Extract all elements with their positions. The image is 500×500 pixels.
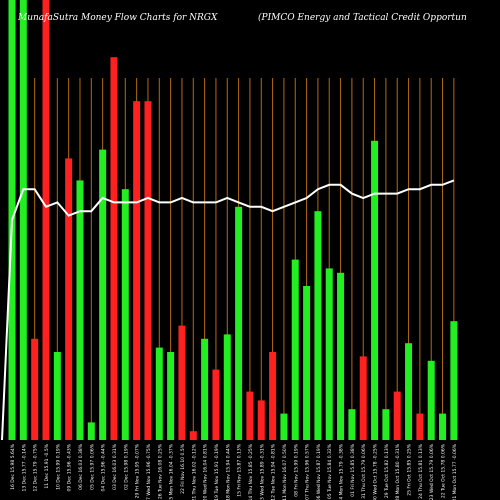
bar-35 (405, 343, 413, 440)
bar-21 (246, 391, 254, 440)
bar-32 (371, 140, 379, 441)
bar-13 (155, 347, 163, 440)
x-tick-label: 25 Fri Oct 15.85 0.25% (407, 443, 413, 495)
x-tick-label: 07 Thu Nov 15.96 0.57% (305, 443, 311, 500)
bar-16 (189, 431, 197, 440)
x-tick-label: 22 Tue Oct 15.78 0.06% (441, 443, 447, 498)
x-tick-label: 05 Dec 15.97 0.06% (89, 443, 95, 490)
x-tick-label: 31 Thu Oct 15.79 0.06% (361, 443, 367, 499)
x-tick-label: 11 Dec 15.91 -0.5% (44, 443, 50, 488)
bar-38 (439, 413, 447, 440)
x-tick-label: 16 Dec 15.98 5.64% (10, 443, 16, 490)
x-tick-label: 20 Wed Nov 16.04 0.81% (203, 443, 209, 500)
x-tick-label: 18 Mon Nov 15.94 0.44% (225, 443, 231, 500)
x-tick-label: 30 Wed Oct 15.78 -0.25% (373, 443, 379, 500)
bar-20 (235, 206, 243, 440)
x-tick-label: 21 Thu Nov 16.02 -0.12% (191, 443, 197, 500)
bar-33 (382, 409, 390, 440)
bar-3 (42, 0, 50, 440)
x-tick-label: 15 Fri Nov 15.87 0.13% (237, 443, 243, 496)
bar-19 (223, 334, 231, 440)
bar-1 (19, 0, 27, 440)
x-tick-label: 24 Thu Oct 15.81 0.13% (418, 443, 424, 499)
bar-26 (303, 286, 311, 440)
x-tick-label: 05 Tue Nov 15.84 0.32% (327, 443, 333, 499)
x-tick-label: 11 Mon Nov 16.07 0.50% (282, 443, 288, 500)
bar-10 (121, 189, 129, 440)
x-tick-label: 02 Dec 15.98 0.19% (123, 443, 129, 490)
x-tick-label: 04 Mon Nov 15.79 -0.38% (339, 443, 345, 500)
x-tick-label: 04 Dec 15.96 -0.44% (101, 443, 107, 491)
x-tick-label: 06 Wed Nov 15.87 0.19% (316, 443, 322, 500)
bar-25 (291, 259, 299, 440)
bar-14 (167, 352, 175, 440)
bar-15 (178, 325, 186, 440)
x-tick-label: 12 Tue Nov 15.94 -0.81% (271, 443, 277, 500)
chart-subtitle: (PIMCO Energy and Tactical Credit Opport… (258, 13, 467, 23)
money-flow-bars (8, 0, 458, 441)
bar-28 (325, 268, 333, 440)
x-tick-label: 14 Thu Nov 15.85 -0.25% (248, 443, 254, 500)
bar-24 (280, 413, 288, 440)
x-tick-label: 08 Fri Nov 15.99 0.19% (293, 443, 299, 496)
x-axis-labels: 16 Dec 15.98 5.64% 13 Dec 15.77 -0.14% 12 … (10, 443, 458, 500)
x-tick-label: 29 Fri Nov 15.95 -0.07% (135, 443, 141, 498)
x-tick-label: 28 Mon Oct 15.80 -0.31% (395, 443, 401, 500)
x-tick-label: 19 Tue Nov 15.91 -0.19% (214, 443, 220, 500)
bar-36 (416, 413, 424, 440)
bar-23 (269, 352, 277, 440)
bar-34 (393, 391, 401, 440)
bar-4 (53, 352, 61, 440)
bar-22 (257, 400, 265, 440)
bar-11 (133, 101, 141, 440)
bar-31 (359, 356, 367, 440)
money-flow-index-line (1, 179, 455, 441)
x-tick-label: 10 Dec 15.99 0.19% (55, 443, 61, 490)
bar-6 (76, 180, 84, 440)
x-tick-label: 25 Mon Nov 16.04 -0.37% (169, 443, 175, 500)
bar-37 (427, 360, 435, 440)
x-tick-label: 12 Dec 15.79 -0.75% (33, 443, 39, 491)
x-tick-label: 29 Tue Oct 15.82 0.13% (384, 443, 390, 498)
x-tick-label: 01 Fri Nov 15.85 0.38% (350, 443, 356, 496)
bar-27 (314, 211, 322, 440)
bar-29 (337, 272, 345, 440)
x-tick-label: 06 Dec 16.03 0.38% (78, 443, 84, 490)
x-tick-label: 23 Wed Oct 15.79 0.06% (429, 443, 435, 500)
bar-30 (348, 409, 356, 440)
x-tick-label: 09 Dec 15.96 -0.43% (67, 443, 73, 491)
bar-7 (87, 422, 95, 440)
x-tick-label: 13 Dec 15.77 -0.14% (21, 443, 27, 491)
bar-39 (450, 321, 458, 440)
bar-17 (201, 338, 209, 440)
x-tick-label: 26 Tue Nov 16.08 0.25% (157, 443, 163, 499)
x-tick-label: 13 Wed Nov 15.89 -0.31% (259, 443, 265, 500)
chart-title: MunafaSutra Money Flow Charts for NRGX (18, 13, 218, 23)
x-tick-label: 03 Dec 16.03 0.31% (112, 443, 118, 490)
x-tick-label: 22 Fri Nov 16.10 0.5% (180, 443, 186, 494)
bar-2 (31, 338, 39, 440)
bar-9 (110, 57, 118, 440)
bar-18 (212, 369, 220, 440)
bar-8 (99, 149, 107, 440)
bar-5 (65, 158, 73, 440)
x-tick-label: 27 Wed Nov 15.96 -0.75% (146, 443, 152, 500)
x-tick-label: 21 Mon Oct 15.77 -0.06% (452, 443, 458, 500)
bar-12 (144, 101, 152, 440)
